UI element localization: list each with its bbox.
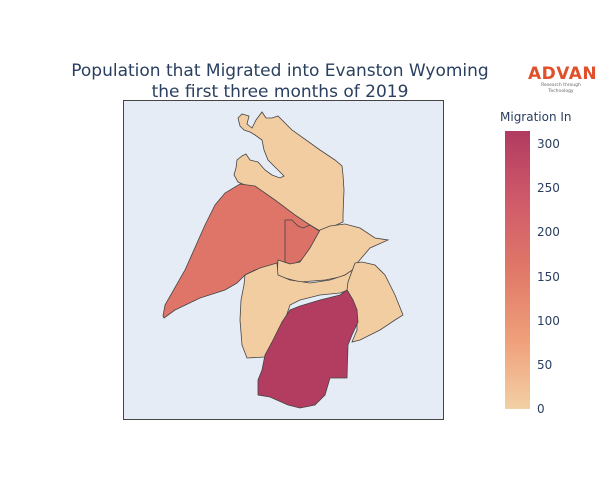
colorbar [505,131,530,409]
logo-brand: ADVAN [528,64,598,84]
chart-title-line-1: Population that Migrated into Evanston W… [71,61,489,81]
colorbar-tick-label: 100 [537,313,560,328]
colorbar-title: Migration In [500,110,572,124]
region-5[interactable] [239,262,364,359]
advan-logo: ADVAN Research through Technology [528,64,598,95]
logo-tagline: Research through Technology [541,83,581,94]
colorbar-tick-label: 0 [537,402,545,416]
colorbar-tick-label: 150 [537,269,560,284]
colorbar-tick-label: 50 [537,357,553,372]
chart-title-line-2: the first three months of 2019 [151,82,409,102]
colorbar-tick-label: 200 [537,225,560,240]
region-7[interactable] [257,289,359,409]
colorbar-tick-label: 300 [537,137,560,152]
colorbar-tick-label: 250 [537,181,560,196]
